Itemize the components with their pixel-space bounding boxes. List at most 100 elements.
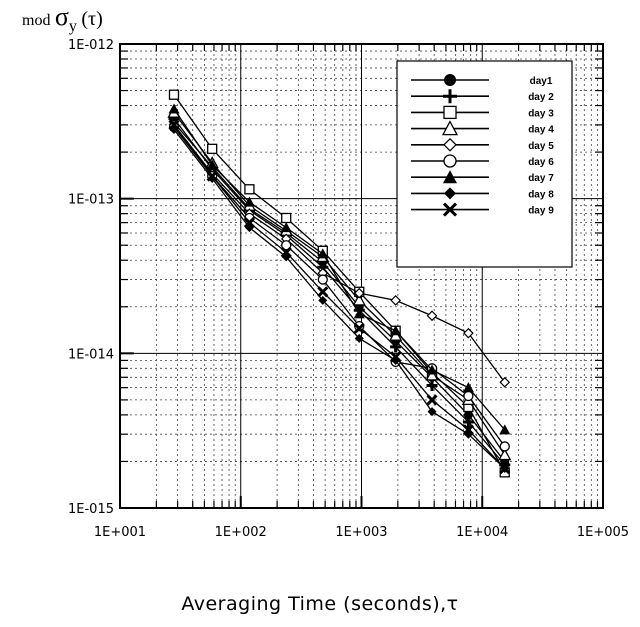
legend-entry: day 4 [411, 120, 554, 136]
data-point [498, 448, 512, 461]
x-tick-label: 1E+001 [94, 525, 146, 540]
data-point [354, 333, 364, 343]
legend-entry: day 3 [411, 105, 554, 120]
data-point [426, 394, 438, 406]
data-point [280, 246, 292, 258]
legend-entry: day 6 [411, 154, 554, 168]
data-point [352, 293, 366, 306]
data-point [463, 410, 473, 420]
legend-label: day 5 [528, 141, 554, 152]
legend-label: day 2 [528, 92, 554, 103]
data-point [317, 248, 329, 259]
legend-label: day 6 [528, 157, 554, 168]
legend-marker [444, 74, 456, 86]
legend-marker [443, 137, 457, 152]
legend-marker [442, 202, 458, 217]
data-point [317, 286, 329, 298]
legend-marker [443, 89, 457, 104]
legend-label: day 4 [528, 125, 554, 136]
data-point [353, 322, 365, 334]
data-point [206, 159, 218, 170]
legend-entry: day 7 [411, 170, 554, 184]
legend-marker [443, 154, 457, 168]
data-point [168, 119, 180, 131]
legend-label: day1 [530, 76, 553, 87]
data-point [281, 240, 292, 251]
axis-ticks [119, 43, 604, 509]
data-point [280, 222, 292, 233]
legend-marker [443, 170, 457, 184]
data-point [354, 320, 365, 332]
data-point [317, 274, 328, 285]
data-point [499, 441, 510, 452]
legend-entry: day 2 [411, 89, 554, 104]
x-axis-label: Averaging Time (seconds),τ [181, 593, 459, 615]
series-line [173, 126, 506, 447]
y-tick-label: 1E-014 [68, 347, 114, 362]
legend-label: day 7 [528, 173, 554, 184]
legend-entry: day 8 [411, 187, 554, 200]
x-tick-label: 1E+002 [215, 525, 267, 540]
y-axis-label-subscript: y [68, 18, 77, 35]
x-tick-label: 1E+003 [335, 525, 387, 540]
y-tick-label: 1E-013 [68, 193, 114, 208]
data-point [462, 424, 474, 436]
data-point [426, 364, 438, 375]
series-line [173, 124, 506, 469]
series-9 [168, 119, 511, 475]
data-point [168, 103, 180, 114]
y-tick-label: 1E-012 [68, 38, 114, 53]
data-point [281, 212, 292, 224]
data-point [318, 295, 328, 305]
series-line [173, 108, 506, 431]
legend-marker [444, 187, 456, 200]
data-point [390, 295, 402, 306]
series-line [173, 94, 506, 473]
legend-label: day 3 [528, 108, 554, 119]
series-line [173, 118, 506, 466]
data-point [207, 143, 218, 154]
data-point [499, 424, 511, 435]
y-axis-label-prefix: mod [22, 12, 51, 29]
legend-label: day 8 [528, 189, 554, 200]
data-point [463, 390, 474, 402]
series-line [173, 129, 506, 469]
series-layer [167, 89, 512, 478]
legend-entry: day1 [411, 74, 553, 87]
data-point [499, 376, 511, 388]
data-point [168, 89, 180, 100]
data-point [390, 325, 402, 336]
data-point [499, 462, 511, 475]
data-point [244, 184, 255, 195]
data-point [462, 382, 474, 393]
y-tick-label: 1E-015 [68, 502, 114, 517]
data-point [353, 308, 365, 319]
data-point [462, 416, 474, 428]
data-point [243, 196, 255, 207]
y-axis-label-suffix: (τ) [81, 8, 103, 30]
data-point [425, 368, 439, 381]
legend-entry: day 9 [411, 202, 554, 217]
x-tick-label: 1E+004 [456, 525, 508, 540]
data-point [427, 407, 437, 417]
data-point [426, 310, 438, 322]
data-point [243, 217, 255, 229]
legend: day1 day 2 day 3 day 4 day 5 day 6 day 7 day 8 d… [396, 60, 573, 268]
legend-entry: day 5 [411, 137, 554, 152]
data-point [390, 341, 402, 353]
series-7 [168, 103, 511, 435]
legend-box [396, 60, 573, 268]
y-axis-label: mod σy (τ) [22, 2, 103, 35]
y-axis-label-symbol: σ [54, 2, 69, 31]
legend-marker [443, 105, 457, 120]
data-point [390, 351, 402, 363]
data-point [206, 170, 218, 182]
x-tick-label: 1E+005 [577, 525, 629, 540]
legend-marker [441, 120, 459, 136]
data-point [426, 379, 438, 391]
tick-labels: 1E+001 1E+002 1E+003 1E+004 1E+005 1E-015 1E-0… [68, 38, 629, 540]
legend-label: day 9 [528, 206, 554, 217]
data-point [463, 327, 474, 339]
data-point [353, 287, 365, 299]
